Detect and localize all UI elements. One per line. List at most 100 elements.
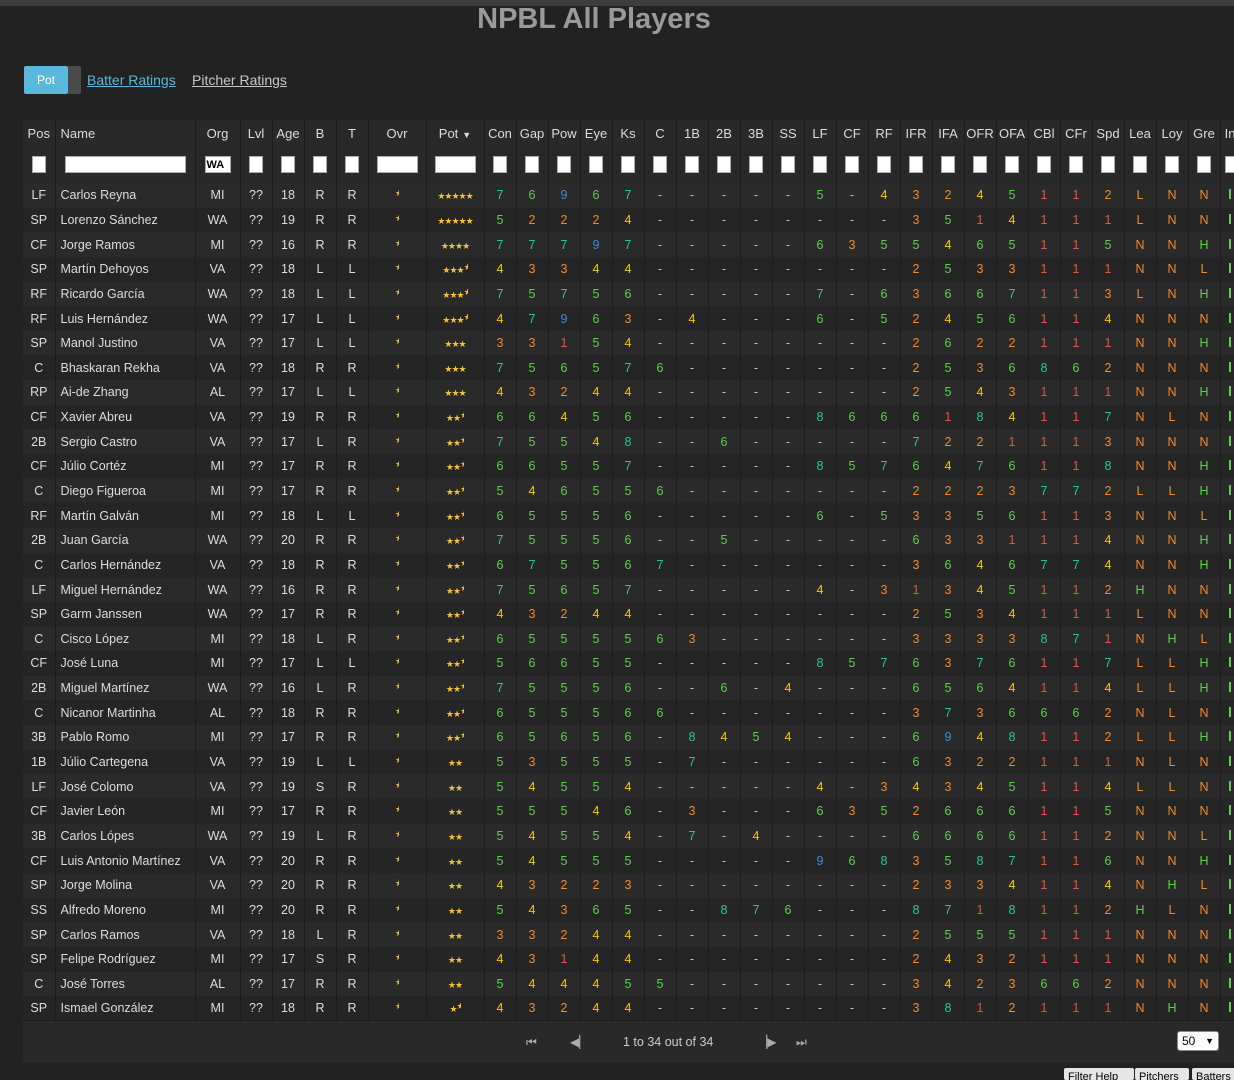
- column-header-cf[interactable]: CF: [836, 120, 869, 146]
- column-header-eye[interactable]: Eye: [580, 120, 613, 146]
- column-header-b[interactable]: B: [304, 120, 337, 146]
- cell-name[interactable]: Jorge Ramos: [55, 232, 196, 257]
- filter-input-b[interactable]: [313, 156, 327, 173]
- column-header-ifr[interactable]: IFR: [900, 120, 933, 146]
- filter-input-con[interactable]: [493, 156, 507, 173]
- filter-input-org[interactable]: WA: [204, 156, 231, 173]
- filter-input-ifr[interactable]: [909, 156, 923, 173]
- cell-name[interactable]: Lorenzo Sánchez: [55, 207, 196, 233]
- cell-name[interactable]: Bhaskaran Rekha: [55, 355, 196, 381]
- cell-name[interactable]: Carlos Lópes: [55, 823, 196, 849]
- first-page-icon[interactable]: ⏮: [526, 1035, 537, 1049]
- filter-input-lea[interactable]: [1133, 156, 1147, 173]
- cell-name[interactable]: Diego Figueroa: [55, 478, 196, 504]
- filter-input-spd[interactable]: [1101, 156, 1115, 173]
- filter-input-in[interactable]: [1225, 156, 1234, 173]
- column-header-pow[interactable]: Pow: [548, 120, 581, 146]
- cell-name[interactable]: Carlos Hernández: [55, 552, 196, 578]
- column-header-1b[interactable]: 1B: [676, 120, 709, 146]
- filter-input-cf[interactable]: [845, 156, 859, 173]
- filter-input-cbl[interactable]: [1037, 156, 1051, 173]
- filter-input-lf[interactable]: [813, 156, 827, 173]
- cell-name[interactable]: Javier León: [55, 799, 196, 824]
- filter-input-c[interactable]: [653, 156, 667, 173]
- column-header-gap[interactable]: Gap: [516, 120, 549, 146]
- column-header-c[interactable]: C: [644, 120, 677, 146]
- next-page-icon[interactable]: ▕▶: [758, 1035, 777, 1049]
- cell-name[interactable]: Carlos Reyna: [55, 183, 196, 208]
- column-header-con[interactable]: Con: [484, 120, 517, 146]
- pot-toggle-button[interactable]: Pot: [24, 66, 68, 94]
- column-header-cfr[interactable]: CFr: [1060, 120, 1093, 146]
- column-header-lea[interactable]: Lea: [1124, 120, 1157, 146]
- cell-name[interactable]: Garm Janssen: [55, 601, 196, 627]
- batter-ratings-link[interactable]: Batter Ratings: [87, 72, 176, 88]
- cell-name[interactable]: Manol Justino: [55, 330, 196, 356]
- column-header-org[interactable]: Org: [195, 120, 241, 146]
- column-header-ofa[interactable]: OFA: [996, 120, 1029, 146]
- column-header-loy[interactable]: Loy: [1156, 120, 1189, 146]
- filter-input-name[interactable]: [64, 156, 186, 173]
- column-header-3b[interactable]: 3B: [740, 120, 773, 146]
- cell-name[interactable]: Pablo Romo: [55, 725, 196, 750]
- filter-input-pos[interactable]: [31, 156, 46, 173]
- cell-name[interactable]: Juan García: [55, 527, 196, 553]
- cell-name[interactable]: Cisco López: [55, 626, 196, 652]
- last-page-icon[interactable]: ⏭: [796, 1035, 807, 1049]
- column-header-ofr[interactable]: OFR: [964, 120, 997, 146]
- batters-button[interactable]: Batters: [1192, 1068, 1234, 1080]
- filter-input-cfr[interactable]: [1069, 156, 1083, 173]
- filter-input-ovr[interactable]: [376, 156, 418, 173]
- cell-name[interactable]: Martín Dehoyos: [55, 256, 196, 282]
- cell-name[interactable]: Miguel Martínez: [55, 675, 196, 701]
- column-header-gre[interactable]: Gre: [1188, 120, 1221, 146]
- cell-name[interactable]: Ricardo García: [55, 281, 196, 307]
- filter-input-2b[interactable]: [717, 156, 731, 173]
- cell-name[interactable]: Martín Galván: [55, 503, 196, 528]
- column-header-ss[interactable]: SS: [772, 120, 805, 146]
- filter-input-ks[interactable]: [621, 156, 635, 173]
- cell-name[interactable]: Júlio Cartegena: [55, 749, 196, 775]
- cell-name[interactable]: Xavier Abreu: [55, 404, 196, 430]
- cell-name[interactable]: Luis Hernández: [55, 306, 196, 331]
- filter-input-lvl[interactable]: [249, 156, 263, 173]
- filter-input-1b[interactable]: [685, 156, 699, 173]
- pitchers-button[interactable]: Pitchers: [1135, 1068, 1189, 1080]
- cell-name[interactable]: José Colomo: [55, 774, 196, 800]
- column-header-cbl[interactable]: CBl: [1028, 120, 1061, 146]
- cell-name[interactable]: Alfredo Moreno: [55, 897, 196, 923]
- pitcher-ratings-link[interactable]: Pitcher Ratings: [192, 72, 287, 88]
- column-header-t[interactable]: T: [336, 120, 369, 146]
- filter-input-t[interactable]: [345, 156, 359, 173]
- filter-input-rf[interactable]: [877, 156, 891, 173]
- filter-input-gre[interactable]: [1197, 156, 1211, 173]
- cell-name[interactable]: Carlos Ramos: [55, 922, 196, 947]
- filter-input-gap[interactable]: [525, 156, 539, 173]
- page-size-select[interactable]: 50 ▼: [1177, 1031, 1219, 1051]
- column-header-ks[interactable]: Ks: [612, 120, 645, 146]
- column-header-ovr[interactable]: Ovr: [368, 120, 427, 146]
